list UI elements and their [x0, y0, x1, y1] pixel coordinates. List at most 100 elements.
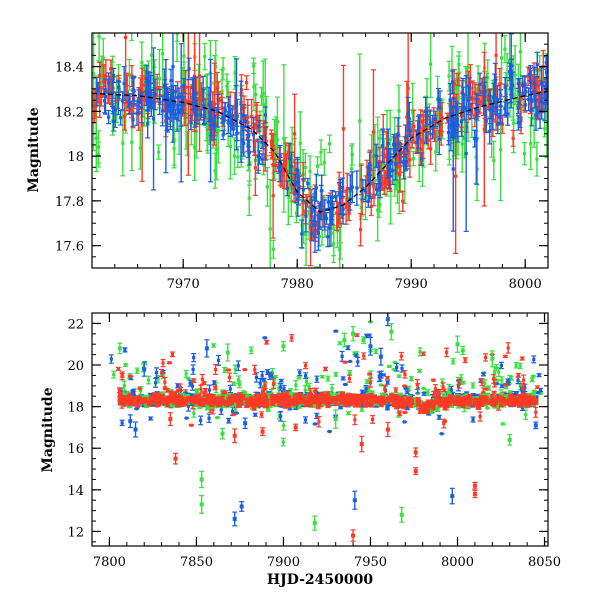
bottom-data-point: [224, 391, 228, 396]
top-data-point: [395, 183, 400, 188]
bottom-data-point: [207, 416, 211, 420]
top-data-point: [341, 212, 345, 216]
top-data-point: [304, 214, 308, 218]
top-data-point: [372, 194, 376, 198]
bottom-data-point: [360, 390, 364, 394]
bottom-data-point: [149, 416, 153, 421]
top-data-point: [416, 130, 420, 134]
top-data-point: [328, 226, 332, 230]
top-data-point: [177, 95, 181, 99]
bottom-data-point: [227, 419, 231, 423]
top-data-point: [169, 103, 173, 107]
top-data-point: [182, 84, 186, 88]
top-data-point: [278, 169, 283, 173]
top-data-point: [446, 130, 451, 135]
bottom-data-point: [211, 408, 215, 412]
top-data-point: [414, 140, 418, 144]
top-data-point: [529, 142, 533, 146]
top-data-point: [132, 89, 136, 93]
top-data-point: [494, 105, 498, 109]
top-data-point: [521, 83, 525, 88]
top-data-point: [474, 155, 478, 159]
top-data-point: [233, 107, 237, 111]
top-data-point: [193, 145, 197, 150]
top-data-point: [385, 146, 389, 150]
top-data-point: [186, 100, 190, 104]
bottom-data-point: [281, 440, 285, 444]
top-data-point: [486, 97, 491, 101]
top-data-point: [96, 86, 100, 90]
bottom-data-point: [403, 384, 407, 388]
bottom-data-point: [129, 376, 133, 380]
bottom-data-point: [184, 372, 188, 376]
bottom-data-point: [506, 378, 510, 382]
top-data-point: [429, 62, 433, 66]
bottom-data-point: [451, 393, 455, 397]
top-data-point: [193, 92, 197, 96]
top-data-point: [158, 100, 162, 104]
top-data-point: [335, 211, 339, 215]
top-data-point: [220, 89, 224, 93]
top-data-point: [404, 160, 408, 164]
top-data-point: [369, 204, 373, 208]
bottom-data-point: [399, 354, 403, 358]
top-data-point: [322, 213, 327, 217]
top-data-point: [261, 92, 265, 96]
bottom-data-point: [447, 387, 451, 391]
top-data-point: [401, 199, 405, 203]
top-data-point: [426, 138, 430, 142]
top-data-point: [483, 90, 487, 94]
top-data-point: [97, 35, 101, 39]
top-data-point: [202, 105, 206, 109]
top-data-point: [140, 60, 144, 65]
top-data-point: [221, 133, 225, 137]
top-data-point: [260, 157, 264, 161]
bottom-data-point: [417, 369, 422, 373]
top-data-point: [529, 78, 534, 82]
top-data-point: [246, 120, 250, 125]
top-data-point: [220, 116, 224, 120]
top-data-point: [536, 100, 540, 104]
top-data-point: [241, 114, 246, 118]
bottom-data-point: [249, 348, 253, 352]
top-data-point: [274, 163, 278, 168]
top-data-point: [503, 47, 507, 51]
top-data-point: [99, 94, 104, 98]
bottom-data-point: [378, 376, 382, 380]
top-data-point: [128, 102, 132, 106]
top-data-point: [526, 74, 530, 78]
top-data-point: [452, 128, 456, 132]
top-data-point: [203, 107, 208, 111]
top-data-point: [396, 132, 400, 136]
top-data-point: [268, 227, 272, 231]
top-data-point: [278, 154, 282, 158]
bottom-data-point: [253, 368, 257, 372]
top-data-point: [160, 109, 165, 113]
bottom-data-point: [346, 411, 351, 415]
top-data-point: [113, 108, 117, 112]
bottom-data-point: [346, 346, 350, 350]
top-data-point: [388, 137, 392, 142]
top-data-point: [478, 82, 482, 86]
bottom-data-point: [213, 367, 218, 372]
top-data-point: [150, 53, 154, 57]
bottom-data-point: [123, 363, 128, 367]
top-data-point: [300, 232, 304, 236]
bottom-data-point: [290, 336, 294, 340]
top-data-point: [334, 194, 338, 199]
top-data-point: [516, 106, 520, 110]
top-data-point: [101, 56, 105, 60]
top-data-point: [432, 119, 436, 123]
bottom-data-point: [536, 390, 540, 395]
bottom-data-point: [504, 383, 508, 387]
top-data-point: [296, 169, 300, 173]
bottom-data-point: [226, 368, 231, 372]
bottom-data-point: [269, 374, 274, 378]
top-data-point: [405, 115, 409, 119]
bottom-data-point: [338, 341, 342, 345]
bottom-data-point: [326, 376, 330, 381]
bottom-data-point: [341, 376, 345, 380]
top-data-point: [220, 106, 224, 110]
top-data-point: [190, 85, 195, 89]
top-data-point: [236, 155, 240, 159]
